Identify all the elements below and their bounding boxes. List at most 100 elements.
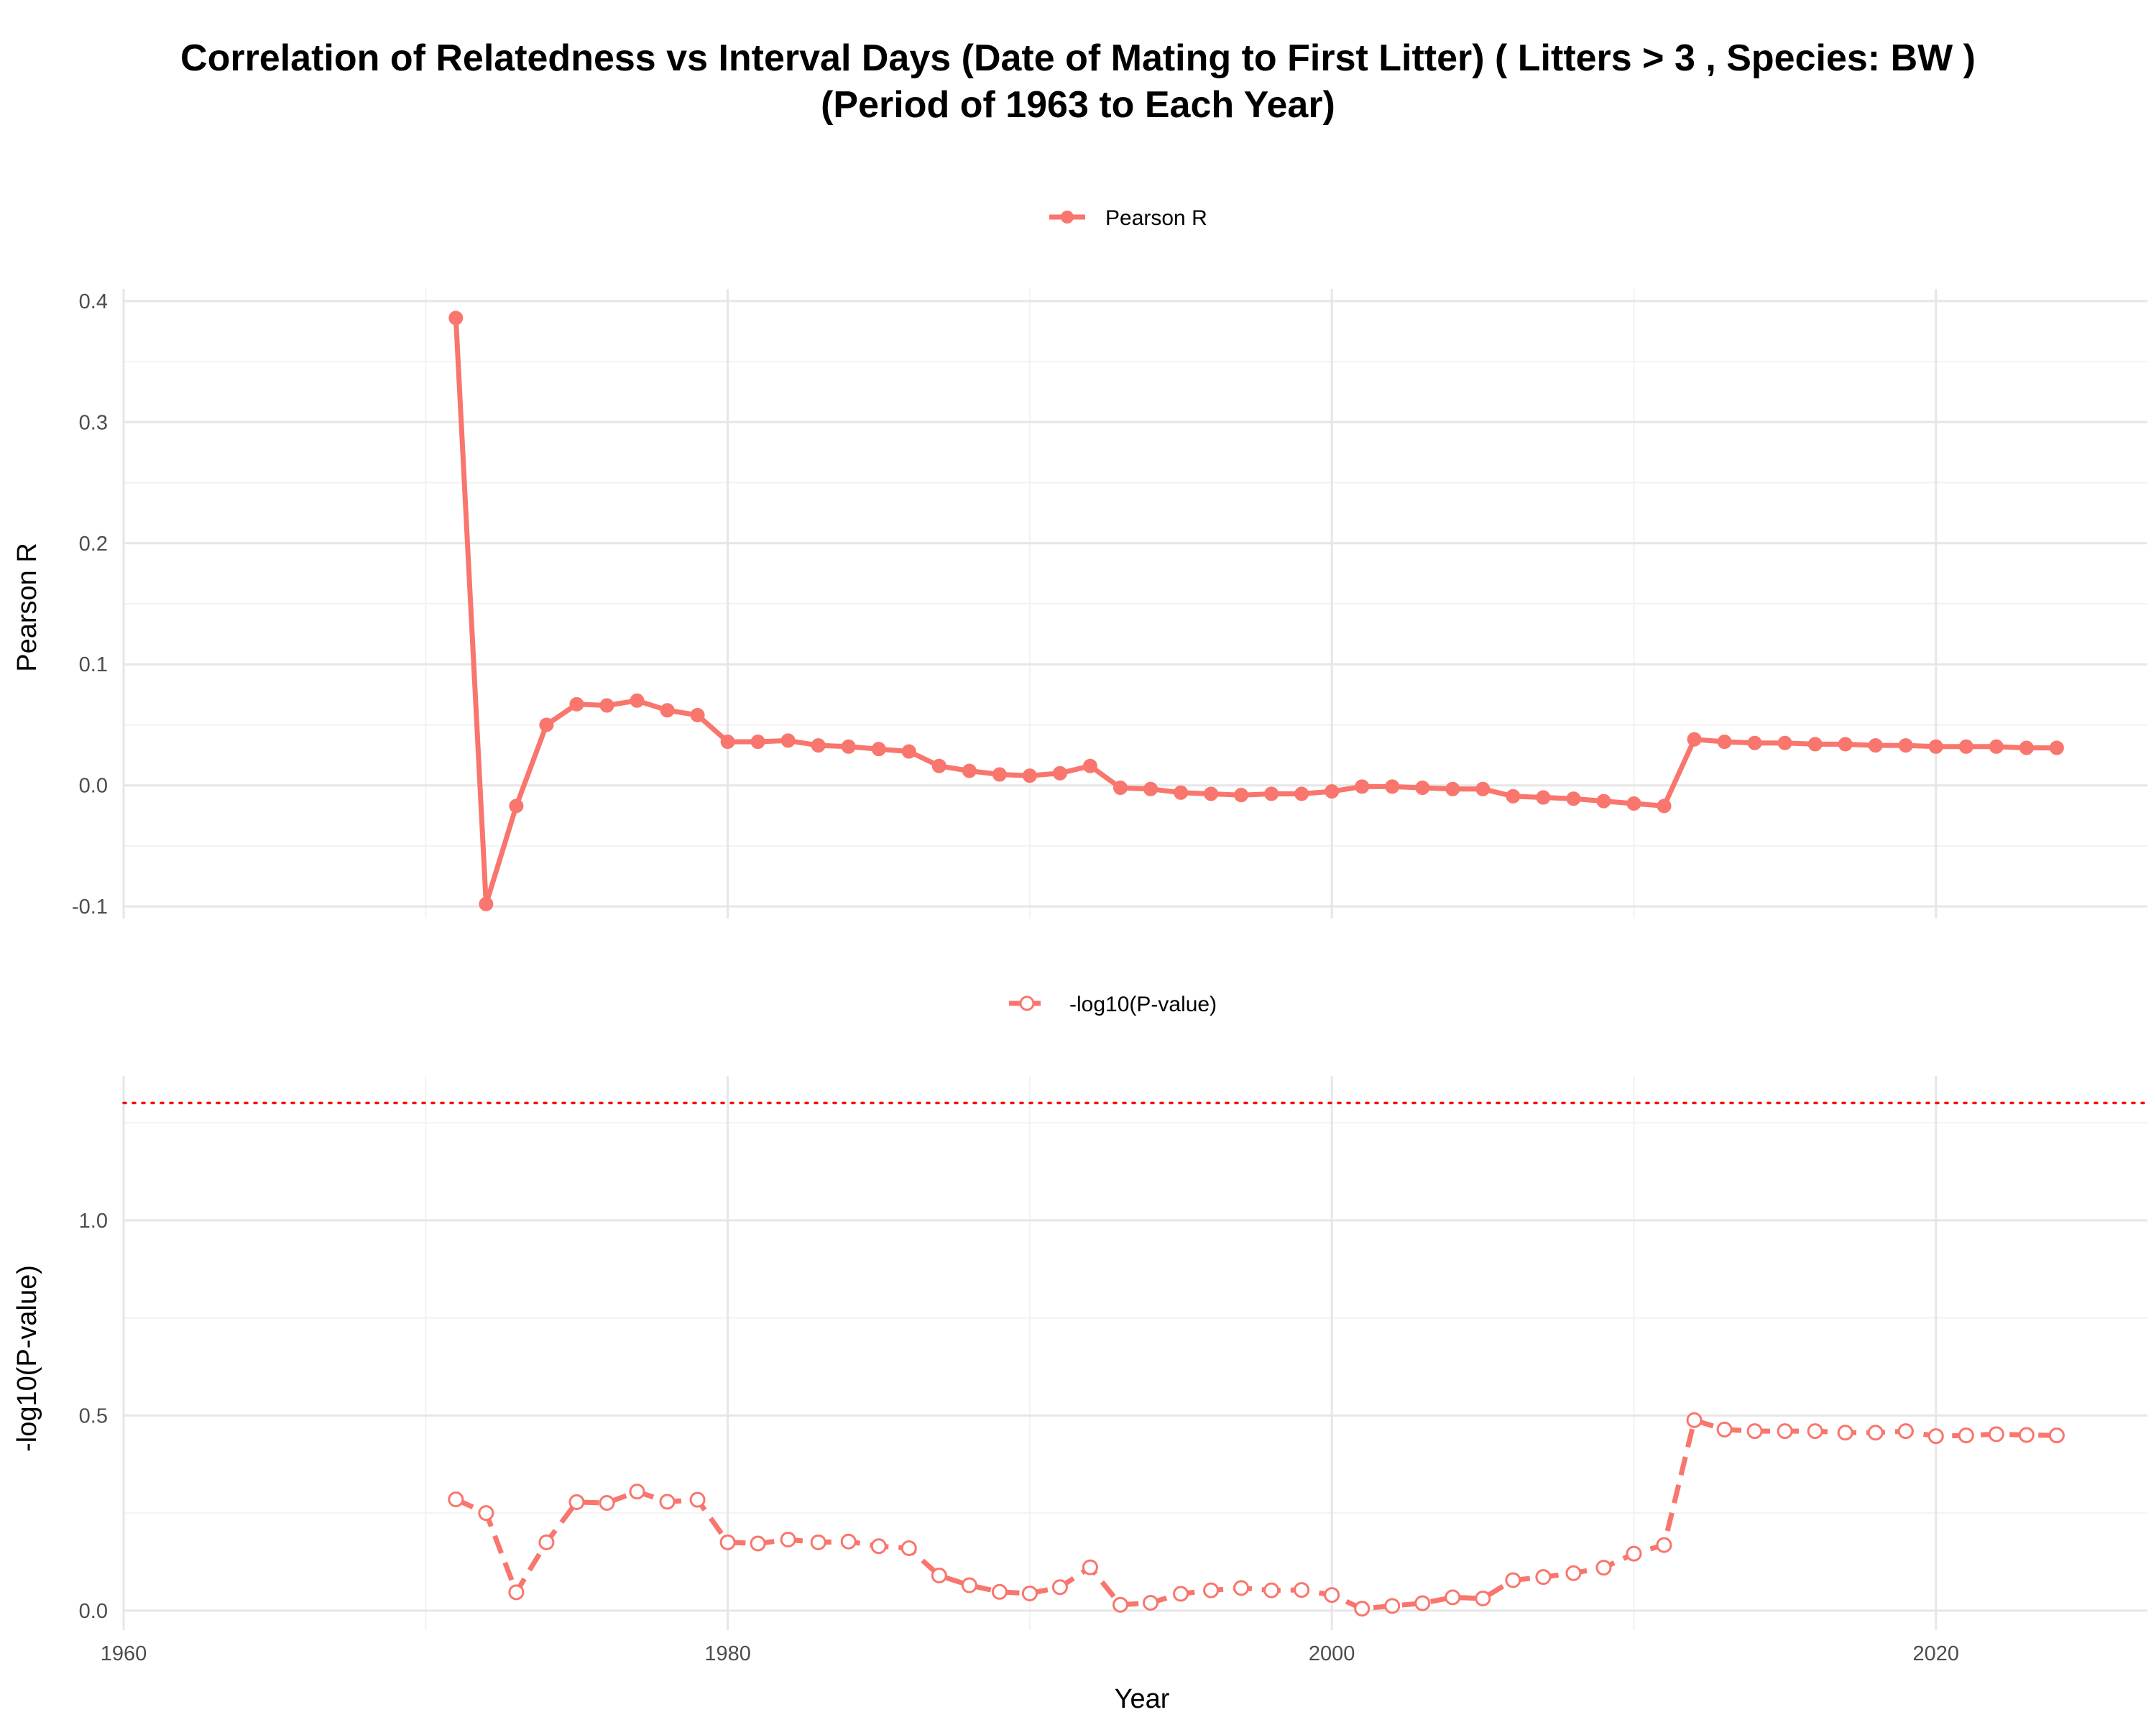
data-point [448,1491,464,1508]
data-point [1868,738,1883,753]
neg-log10-p-y-ticks: 0.0 0.5 1.0 [79,1210,108,1623]
data-point [509,799,524,814]
data-point [992,767,1007,782]
data-point [448,310,464,326]
data-point [1927,1428,1944,1445]
y-tick-label: -0.1 [72,896,108,919]
pearson-r-series [448,310,2064,911]
data-point [1143,781,1158,796]
chart-title-line2: (Period of 1963 to Each Year) [821,84,1335,126]
data-point [750,1535,766,1552]
data-point [1294,786,1309,801]
data-point [1354,1601,1370,1617]
pearson-r-grid [122,289,2147,919]
data-point [1958,739,1973,754]
data-point [1595,1560,1612,1576]
data-point [1626,796,1641,811]
x-axis-title: Year [1115,1684,1170,1714]
data-point [2018,1427,2035,1443]
data-point [1324,1587,1340,1604]
pearson-r-panel: Pearson R -0.1 0.0 0.1 0.2 0.3 0.4 Pearson R [12,206,2147,919]
series-line [454,1417,2057,1611]
data-point [1082,758,1097,773]
pearson-r-y-axis-title: Pearson R [12,543,42,672]
data-point [1112,781,1128,796]
data-point [1777,735,1792,750]
data-point [1535,1569,1552,1586]
data-point [1626,1545,1642,1562]
legend-key-marker [1019,995,1035,1011]
data-point [539,717,554,732]
data-point [1325,784,1340,799]
data-point [780,733,796,748]
data-point [629,1484,645,1500]
data-point [1989,739,2004,754]
data-point [1384,1598,1401,1614]
data-point [719,1534,736,1550]
data-point [1777,1423,1793,1440]
data-point [1928,739,1943,754]
x-axis-ticks: 1960 1980 2000 2020 [101,1642,1959,1665]
data-point [962,763,977,778]
data-point [1746,1423,1763,1440]
data-point [1867,1425,1884,1441]
x-tick-label: 2020 [1913,1642,1960,1665]
data-point [1082,1559,1098,1576]
data-point [1566,791,1581,806]
x-tick-label: 2000 [1309,1642,1355,1665]
y-tick-label: 0.3 [79,411,108,434]
data-point [1657,799,1672,814]
data-point [1022,768,1037,783]
neg-log10-p-legend-label: -log10(P-value) [1069,993,1217,1016]
data-point [478,1505,494,1522]
pearson-r-y-ticks: -0.1 0.0 0.1 0.2 0.3 0.4 [72,290,108,919]
data-point [1052,765,1067,781]
series-line [453,318,2057,907]
data-point [1203,1582,1220,1598]
data-point [1415,781,1430,796]
data-point [690,707,705,722]
y-tick-label: 0.2 [79,533,108,556]
data-point [1355,779,1370,794]
data-point [1565,1565,1582,1581]
data-point [811,738,826,753]
pearson-r-legend-key [1049,211,1085,224]
data-point [1385,779,1400,794]
data-point [1807,1423,1823,1440]
data-point [840,1533,857,1550]
pearson-r-legend-label: Pearson R [1105,206,1207,230]
data-point [900,1540,917,1556]
data-point [569,696,584,712]
data-point [1505,1572,1521,1588]
data-point [841,739,856,754]
data-point [1263,1582,1280,1598]
data-point [1686,1412,1703,1428]
neg-log10-p-y-axis-title: -log10(P-value) [12,1265,42,1452]
y-tick-label: 0.1 [79,653,108,676]
data-point [1414,1595,1431,1611]
data-point [1174,785,1189,800]
legend-key-marker [1061,211,1074,224]
data-point [568,1494,585,1510]
data-point [630,693,645,708]
y-tick-label: 1.0 [79,1210,108,1233]
data-point [2048,1427,2065,1444]
data-point [1475,1591,1491,1607]
data-point [1204,786,1219,801]
data-point [901,744,916,759]
data-point [1716,1421,1733,1438]
data-point [1233,1580,1250,1596]
neg-log10-p-panel: -log10(P-value) 0.0 0.5 1.0 -log10(P-value… [12,993,2149,1665]
data-point [599,1494,615,1511]
data-point [870,1538,887,1555]
data-point [1143,1594,1159,1611]
y-tick-label: 0.4 [79,290,108,313]
data-point [1475,781,1491,796]
x-tick-label: 1960 [101,1642,147,1665]
data-point [1897,1423,1914,1440]
data-point [1898,738,1913,753]
data-point [1838,737,1853,752]
data-point [1112,1596,1128,1613]
data-point [1687,732,1702,747]
